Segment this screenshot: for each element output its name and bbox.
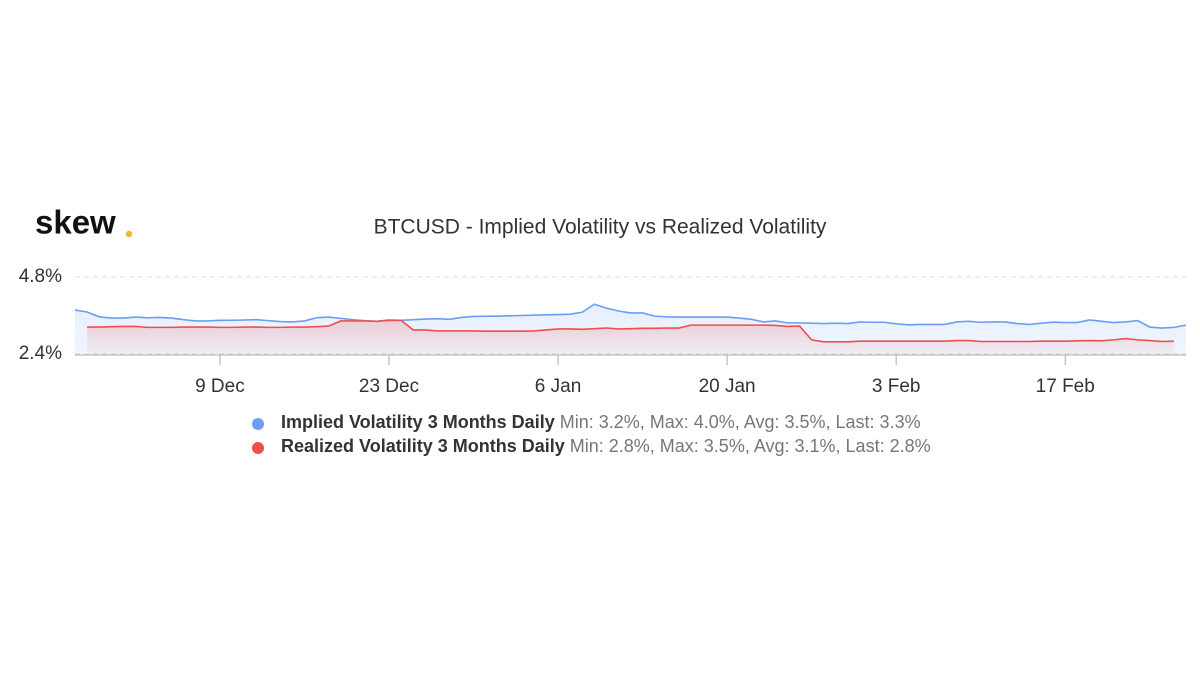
x-tick-label: 6 Jan [535, 376, 581, 397]
chart-title: BTCUSD - Implied Volatility vs Realized … [374, 216, 827, 239]
y-tick-label: 4.8% [19, 266, 62, 287]
legend-name: Implied Volatility 3 Months Daily [281, 412, 555, 432]
series-line [74, 303, 1187, 329]
logo: skew [35, 204, 116, 241]
legend-item: Implied Volatility 3 Months Daily Min: 3… [281, 412, 921, 432]
legend-marker [252, 418, 264, 430]
x-tick-label: 23 Dec [359, 376, 419, 397]
legend-item: Realized Volatility 3 Months Daily Min: … [281, 436, 931, 456]
logo-dot [125, 230, 133, 238]
series-line [87, 319, 1174, 343]
legend-stats: Min: 2.8%, Max: 3.5%, Avg: 3.1%, Last: 2… [570, 436, 931, 456]
series-area [87, 319, 1174, 354]
legend-marker [252, 442, 264, 454]
y-tick-label: 2.4% [19, 343, 62, 364]
legend-name: Realized Volatility 3 Months Daily [281, 436, 565, 456]
x-tick-label: 17 Feb [1036, 376, 1095, 397]
x-tick-label: 3 Feb [872, 376, 921, 397]
x-tick-label: 9 Dec [195, 376, 245, 397]
legend-stats: Min: 3.2%, Max: 4.0%, Avg: 3.5%, Last: 3… [560, 412, 921, 432]
x-tick-label: 20 Jan [699, 376, 756, 397]
